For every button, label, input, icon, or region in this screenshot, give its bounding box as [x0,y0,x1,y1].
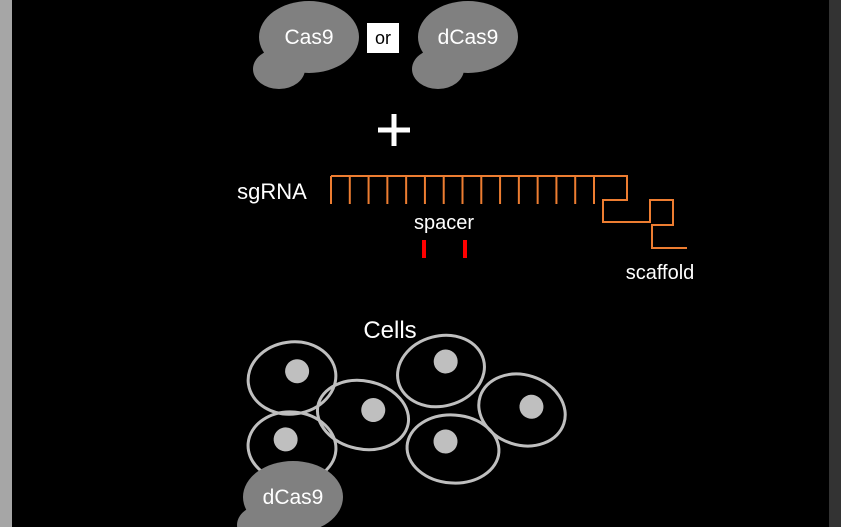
cas9-protein-label: Cas9 [284,26,333,49]
cells-label: Cells [363,317,416,344]
right-bar [829,0,841,527]
sgrna-label: sgRNA [237,179,307,204]
spacer-label: spacer [414,212,474,234]
dcas9-protein-label: dCas9 [438,26,499,49]
dcas9-bottom-label: dCas9 [263,486,324,509]
left-bar [0,0,12,527]
or-label: or [375,28,391,48]
scaffold-label: scaffold [626,262,695,284]
or-box: or [367,23,399,53]
